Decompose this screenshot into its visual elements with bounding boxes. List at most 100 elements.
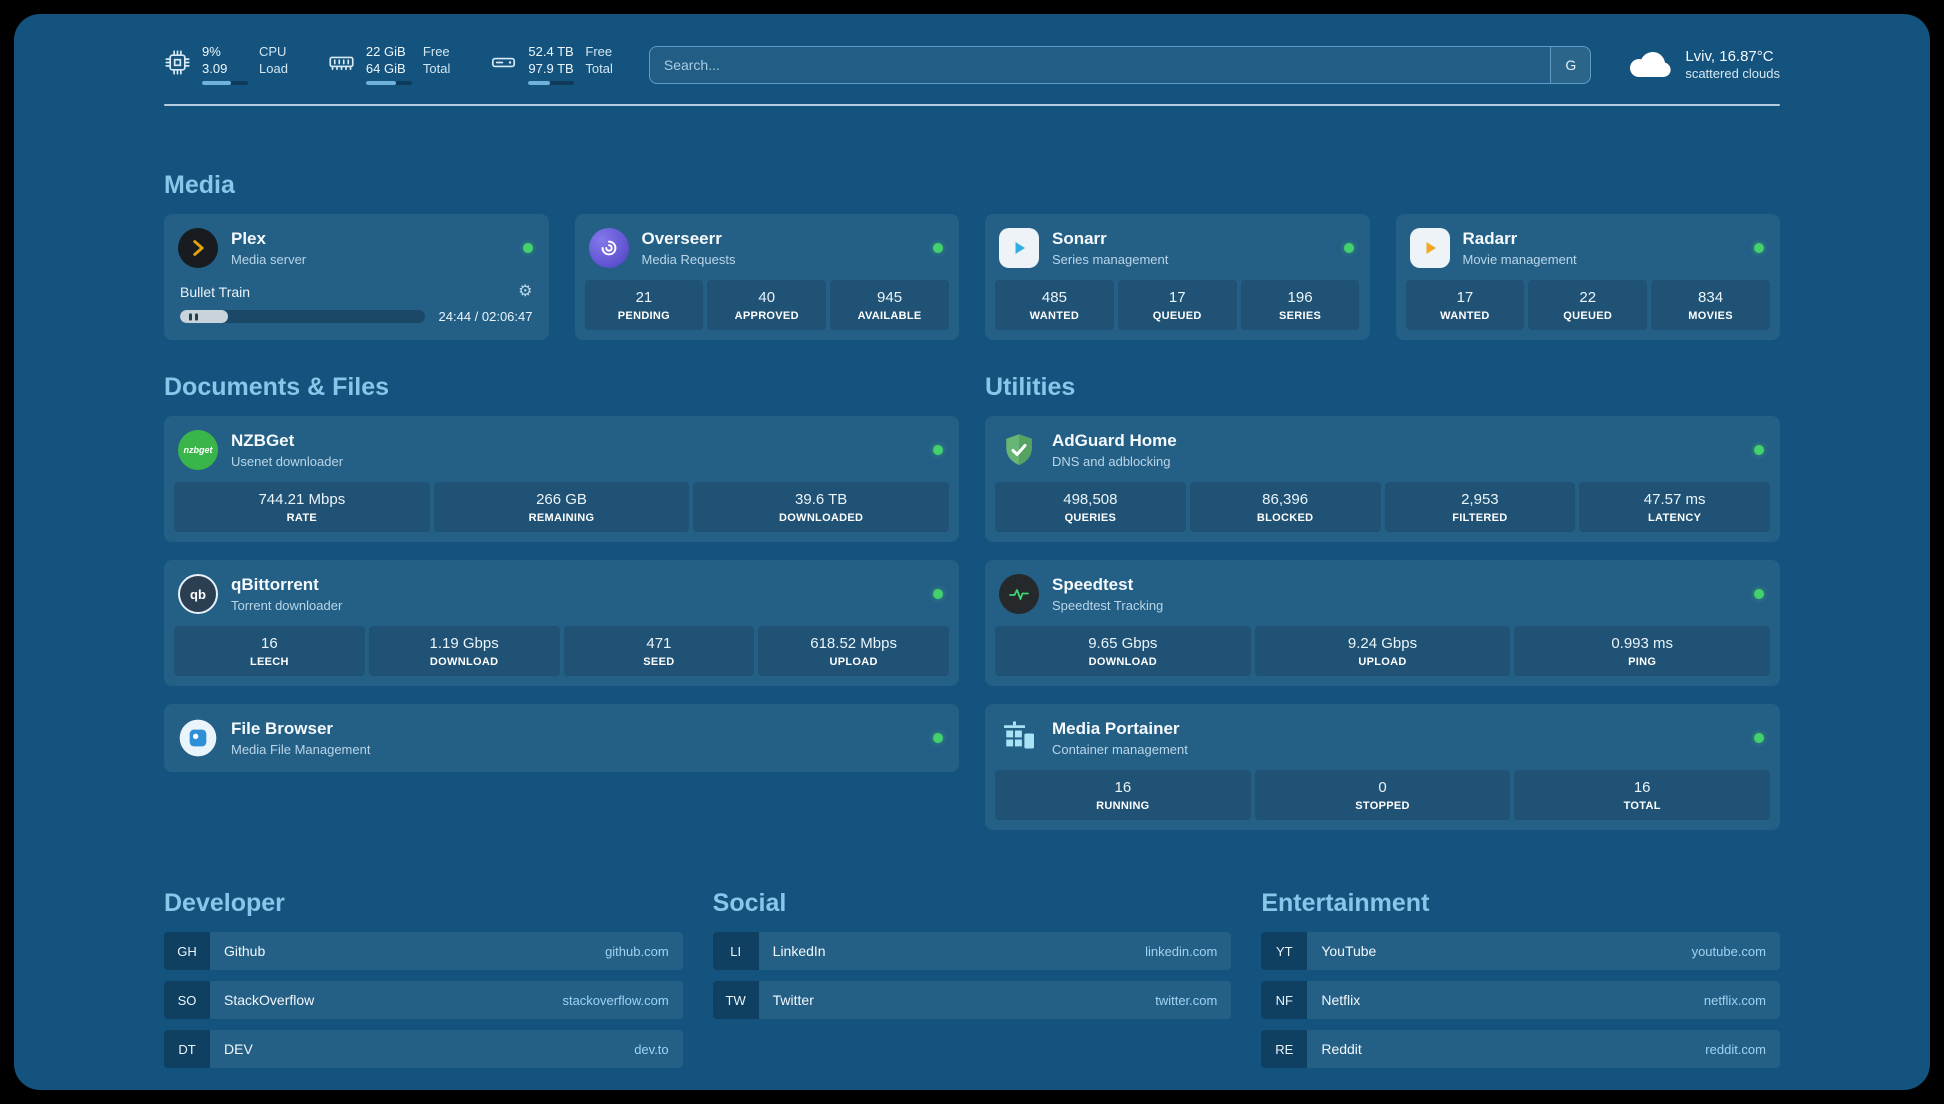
bookmark-domain: github.com — [605, 943, 669, 959]
service-stats: 9.65 Gbps DOWNLOAD 9.24 Gbps UPLOAD 0.99… — [995, 626, 1771, 676]
status-dot — [1754, 589, 1764, 599]
overseerr-header: Overseerr Media Requests — [585, 224, 950, 280]
service-card-speedtest[interactable]: Speedtest Speedtest Tracking 9.65 Gbps D… — [985, 560, 1780, 686]
section-title-media: Media — [164, 171, 235, 199]
stat-label: UPLOAD — [1358, 656, 1407, 668]
stat-filtered: 2,953 FILTERED — [1384, 482, 1576, 532]
nzbget-header: nzbget NZBGet Usenet downloader — [174, 426, 949, 482]
stat-value: 1.19 Gbps — [429, 635, 499, 652]
status-dot — [1754, 733, 1764, 743]
stat-value: 40 — [758, 289, 776, 306]
stat-upload: 9.24 Gbps UPLOAD — [1254, 626, 1511, 676]
qbittorrent-icon: qb — [178, 574, 218, 614]
bookmark-group-social: Social LI LinkedIn linkedin.com TW Twitt… — [712, 888, 1232, 1079]
service-stats: 16 RUNNING 0 STOPPED 16 TOTAL — [995, 770, 1771, 820]
stat-value: 22 — [1579, 289, 1597, 306]
service-card-radarr[interactable]: Radarr Movie management 17 WANTED 22 QUE… — [1395, 214, 1780, 340]
service-subtitle: Container management — [1052, 742, 1188, 758]
cloud-icon — [1627, 50, 1673, 80]
section-media: Media Plex Media server — [164, 170, 1780, 340]
stat-rate: 744.21 Mbps RATE — [174, 482, 430, 532]
stat-value: 945 — [877, 289, 903, 306]
stat-value: 16 — [1114, 779, 1132, 796]
bookmark-reddit[interactable]: RE Reddit reddit.com — [1261, 1030, 1780, 1068]
stat-running: 16 RUNNING — [995, 770, 1251, 820]
bookmark-github[interactable]: GH Github github.com — [164, 932, 683, 970]
stat-queries: 498,508 QUERIES — [995, 482, 1186, 532]
memory-values: 22 GiB 64 GiB — [365, 44, 412, 86]
bookmark-linkedin[interactable]: LI LinkedIn linkedin.com — [712, 932, 1232, 970]
stat-value: 0.993 ms — [1611, 635, 1674, 652]
adguard-icon — [999, 430, 1039, 470]
service-subtitle: DNS and adblocking — [1052, 454, 1171, 470]
stat-queued: 17 QUEUED — [1117, 280, 1237, 330]
service-card-filebrowser[interactable]: File Browser Media File Management — [164, 704, 959, 772]
stat-value: 618.52 Mbps — [810, 635, 897, 652]
stat-label: AVAILABLE — [857, 310, 922, 322]
stat-label: RUNNING — [1096, 800, 1150, 812]
bookmark-name: Github — [224, 943, 266, 959]
bookmark-group-entertainment: Entertainment YT YouTube youtube.com NF … — [1261, 888, 1780, 1079]
bookmark-domain: linkedin.com — [1145, 943, 1218, 959]
stat-series: 196 SERIES — [1240, 280, 1360, 330]
progress-track[interactable] — [180, 310, 425, 323]
service-name: Radarr — [1462, 228, 1518, 248]
bookmark-youtube[interactable]: YT YouTube youtube.com — [1261, 932, 1780, 970]
stat-value: 47.57 ms — [1643, 491, 1706, 508]
bookmark-abbr: NF — [1261, 981, 1308, 1019]
bookmark-stackoverflow[interactable]: SO StackOverflow stackoverflow.com — [164, 981, 683, 1019]
portainer-icon — [999, 718, 1039, 758]
service-card-portainer[interactable]: Media Portainer Container management 16 … — [985, 704, 1780, 830]
gear-icon[interactable]: ⚙ — [518, 283, 533, 300]
service-name: Speedtest — [1052, 574, 1134, 594]
stat-label: MOVIES — [1688, 310, 1733, 322]
service-info: Radarr Movie management — [1463, 229, 1577, 267]
stat-label: QUERIES — [1064, 512, 1117, 524]
stat-value: 9.65 Gbps — [1088, 635, 1158, 652]
service-card-nzbget[interactable]: nzbget NZBGet Usenet downloader 744.21 M… — [164, 416, 959, 542]
stat-value: 17 — [1168, 289, 1186, 306]
service-info: File Browser Media File Management — [231, 719, 370, 757]
header-divider — [164, 104, 1780, 106]
stat-value: 485 — [1041, 289, 1067, 306]
stat-value: 39.6 TB — [795, 491, 848, 508]
service-stats: 744.21 Mbps RATE 266 GB REMAINING 39.6 T… — [174, 482, 950, 532]
stat-queued: 22 QUEUED — [1528, 280, 1648, 330]
section-utilities: Utilities — [985, 372, 1780, 830]
service-name: Sonarr — [1052, 228, 1107, 248]
stat-label: WANTED — [1029, 310, 1080, 322]
disk-usage-bar — [528, 80, 575, 85]
search-input[interactable] — [649, 47, 1551, 83]
bookmark-abbr: YT — [1261, 932, 1308, 970]
service-card-plex[interactable]: Plex Media server Bullet Train ⚙ — [164, 214, 549, 340]
service-info: Speedtest Speedtest Tracking — [1052, 575, 1163, 613]
weather-location: Lviv, 16.87°C — [1685, 47, 1774, 65]
stat-latency: 47.57 ms LATENCY — [1579, 482, 1770, 532]
cpu-icon — [164, 49, 191, 76]
stat-label: RATE — [286, 512, 317, 524]
service-info: Sonarr Series management — [1052, 229, 1168, 267]
stat-value: 16 — [1633, 779, 1651, 796]
disk-free-label: Free — [585, 44, 613, 60]
pause-icon[interactable] — [189, 313, 198, 320]
bookmark-netflix[interactable]: NF Netflix netflix.com — [1261, 981, 1780, 1019]
stat-label: TOTAL — [1623, 800, 1661, 812]
stat-upload: 618.52 Mbps UPLOAD — [758, 626, 949, 676]
service-card-sonarr[interactable]: Sonarr Series management 485 WANTED 17 Q… — [985, 214, 1370, 340]
stat-label: QUEUED — [1152, 310, 1202, 322]
cpu-load-value: 3.09 — [202, 61, 228, 76]
service-info: NZBGet Usenet downloader — [231, 431, 343, 469]
bookmark-name: YouTube — [1321, 943, 1377, 959]
bookmark-dev[interactable]: DT DEV dev.to — [164, 1030, 683, 1068]
service-card-qbittorrent[interactable]: qb qBittorrent Torrent downloader 16 — [164, 560, 959, 686]
service-subtitle: Movie management — [1462, 252, 1577, 268]
service-stats: 16 LEECH 1.19 Gbps DOWNLOAD 471 SEED — [174, 626, 949, 676]
service-subtitle: Torrent downloader — [231, 598, 343, 614]
service-info: Overseerr Media Requests — [642, 229, 736, 267]
search-provider-button[interactable]: G — [1550, 47, 1591, 83]
section-title-documents: Documents & Files — [164, 373, 390, 401]
service-card-overseerr[interactable]: Overseerr Media Requests 21 PENDING 40 A… — [574, 214, 959, 340]
stat-value: 17 — [1456, 289, 1474, 306]
service-card-adguard[interactable]: AdGuard Home DNS and adblocking 498,508 … — [985, 416, 1780, 542]
bookmark-twitter[interactable]: TW Twitter twitter.com — [712, 981, 1232, 1019]
